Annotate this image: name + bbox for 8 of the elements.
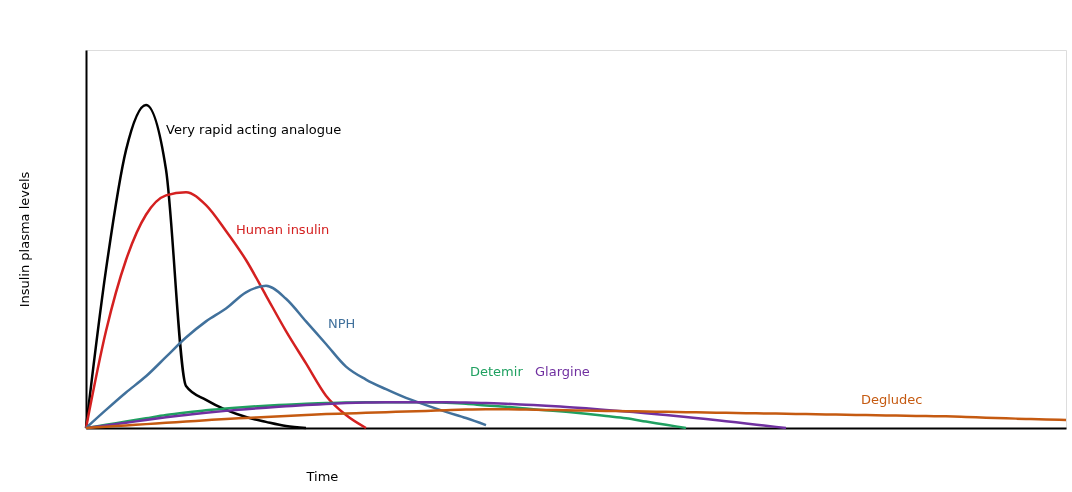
y-axis-title: Insulin plasma levels <box>16 171 32 308</box>
series-label: Very rapid acting analogue <box>166 121 342 137</box>
x-axis-title: Time <box>305 468 339 484</box>
series-label: Human insulin <box>236 222 330 238</box>
series-label: Detemir <box>470 364 524 380</box>
series-label: Glargine <box>535 364 590 380</box>
series-label: NPH <box>328 315 356 331</box>
series-label: Degludec <box>861 391 923 407</box>
